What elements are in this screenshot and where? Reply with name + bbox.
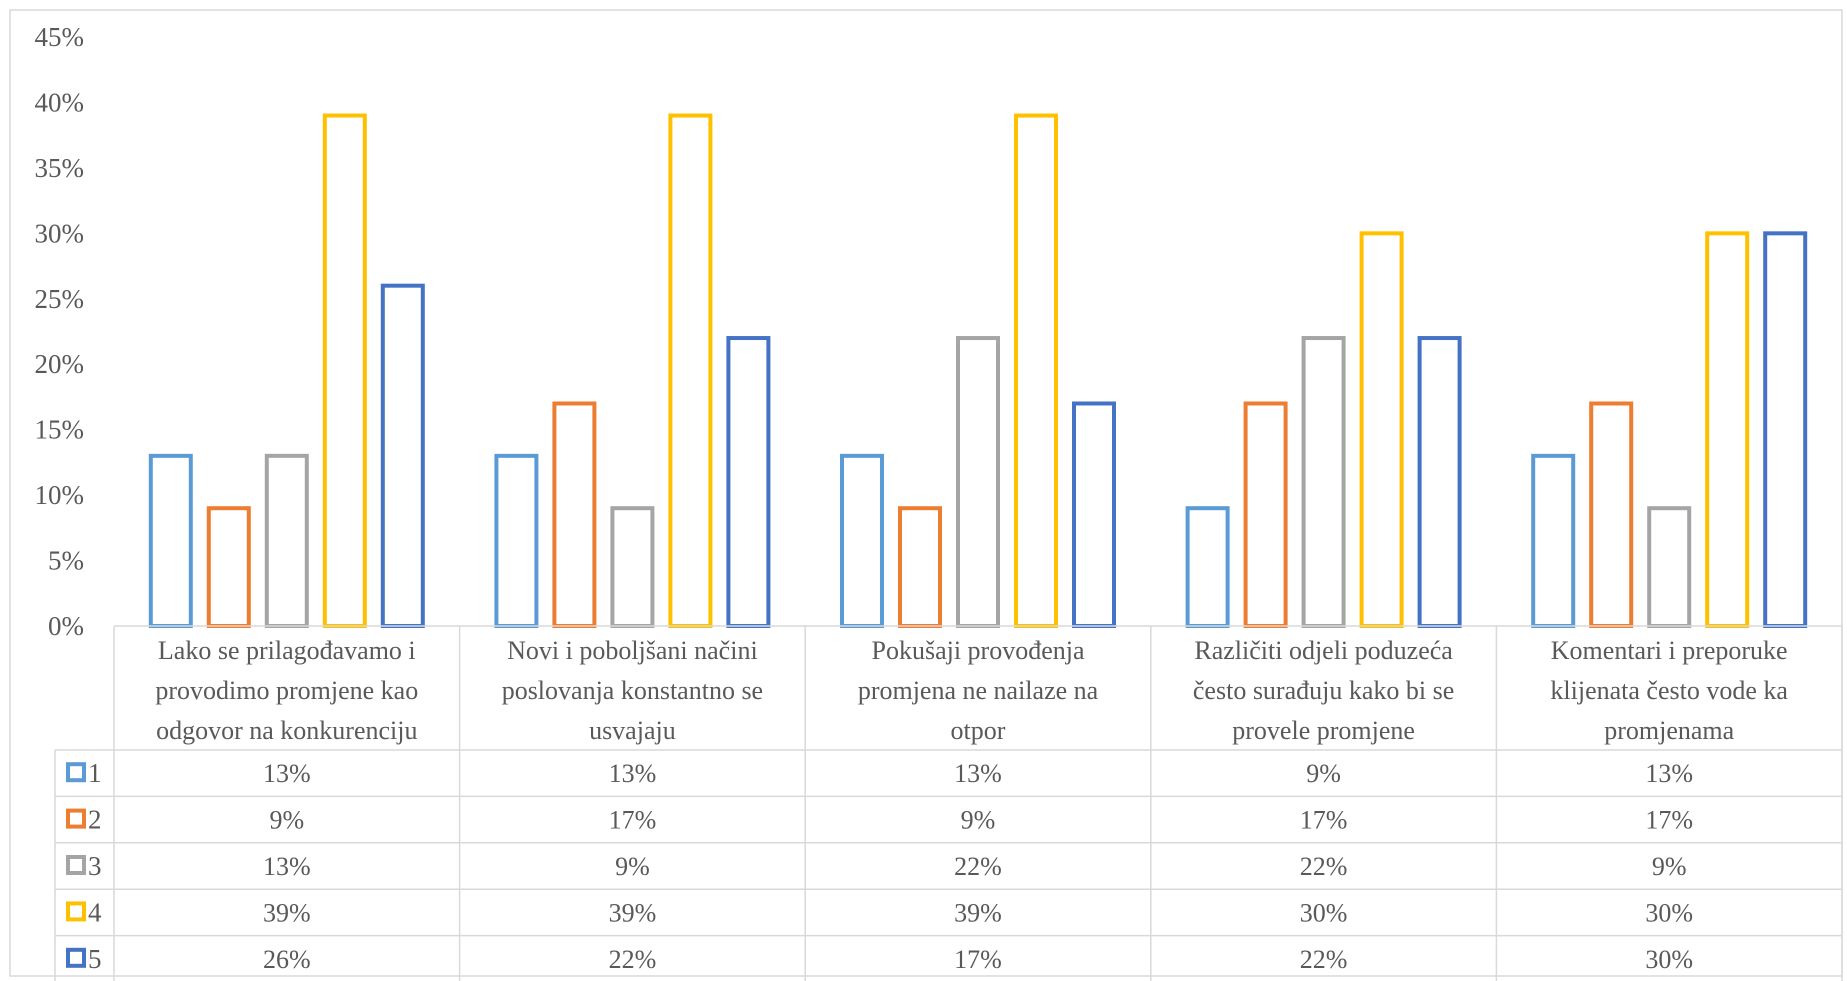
x-category-label: Lako se prilagođavamo i [158,636,416,665]
y-tick-label: 5% [48,546,84,576]
bar-series-5 [1763,231,1808,628]
bar-series-1 [148,453,193,628]
x-category-label: odgovor na konkurenciju [156,716,417,745]
bar-series-2 [552,401,597,628]
bar-series-1 [494,453,539,628]
data-label: 9% [1306,759,1341,788]
bar-series-5 [1072,401,1116,628]
bar-series-2 [206,506,251,629]
data-label: 22% [1300,852,1348,881]
x-category-label: klijenata često vode ka [1550,676,1788,705]
x-category-label: Novi i poboljšani načini [507,636,758,665]
data-label: 39% [263,898,311,927]
bar-series-4 [1014,113,1058,629]
data-label: 39% [609,898,657,927]
data-label: 22% [609,945,657,974]
x-category-label: Komentari i preporuke [1551,636,1788,665]
bar-series-4 [668,113,713,629]
y-tick-label: 0% [48,611,84,641]
bar-series-3 [956,336,1000,628]
x-category-label: promjena ne nailaze na [858,676,1099,705]
data-label: 13% [263,852,311,881]
chart-frame [9,9,1843,977]
legend-label: 3 [88,851,102,881]
x-category-label: Različiti odjeli poduzeća [1194,636,1453,665]
bar-series-2 [1589,401,1634,628]
data-label: 26% [263,945,311,974]
data-label: 17% [1300,806,1348,835]
legend-key-series-4 [66,901,86,922]
bar-series-4 [1705,231,1750,628]
y-tick-label: 25% [35,284,85,314]
bar-series-5 [1417,336,1462,628]
bar-series-4 [322,113,367,629]
y-tick-label: 45% [35,22,85,52]
bar-series-5 [726,336,771,628]
y-tick-label: 15% [35,415,85,445]
bar-series-4 [1359,231,1404,628]
x-category-label: često surađuju kako bi se [1193,676,1454,705]
data-label: 9% [269,806,304,835]
y-tick-label: 35% [35,153,85,183]
legend-label: 1 [88,758,102,788]
legend-label: 4 [88,897,102,927]
bar-series-1 [840,453,884,628]
data-label: 30% [1645,945,1693,974]
bar-series-3 [1647,506,1692,629]
y-tick-label: 30% [35,218,85,248]
data-label: 17% [954,945,1002,974]
data-label: 22% [1300,945,1348,974]
bars [148,113,1808,629]
bar-series-1 [1185,506,1230,629]
legend-key-series-1 [66,762,86,783]
data-label: 9% [1652,852,1687,881]
y-tick-label: 40% [35,87,85,117]
legend-label: 2 [88,805,102,835]
bar-series-2 [1243,401,1288,628]
data-label: 39% [954,898,1002,927]
data-label: 30% [1300,898,1348,927]
data-label: 13% [1645,759,1693,788]
legend-key-series-5 [66,947,86,968]
x-category-label: otpor [951,716,1006,745]
bar-series-2 [898,506,942,629]
x-category-label: Pokušaji provođenja [871,636,1084,665]
bar-series-3 [610,506,655,629]
y-tick-label: 20% [35,349,85,379]
legend-key-series-3 [66,855,86,875]
data-label: 22% [954,852,1002,881]
x-category-label: usvajaju [589,716,676,745]
y-tick-label: 10% [35,480,85,510]
data-table: Lako se prilagođavamo i provodimo promjen… [54,625,1843,981]
x-category-label: promjenama [1604,716,1734,745]
bar-series-3 [264,453,309,628]
x-category-label: poslovanja konstantno se [502,676,763,705]
data-label: 13% [954,759,1002,788]
x-category-label: provodimo promjene kao [155,676,418,705]
data-label: 9% [961,806,996,835]
legend-label: 5 [88,944,102,974]
bar-series-1 [1531,453,1576,628]
legend-key-series-2 [66,808,86,829]
data-label: 30% [1645,898,1693,927]
data-label: 9% [615,852,650,881]
x-category-label: provele promjene [1232,716,1415,745]
data-label: 17% [1645,806,1693,835]
y-axis: 0% 5% 10% 15% 20% 25% 30% 35% 40% 45% [35,22,85,641]
data-label: 17% [609,806,657,835]
data-label: 13% [609,759,657,788]
bar-series-3 [1301,336,1346,628]
data-label: 13% [263,759,311,788]
bar-series-5 [380,283,425,628]
